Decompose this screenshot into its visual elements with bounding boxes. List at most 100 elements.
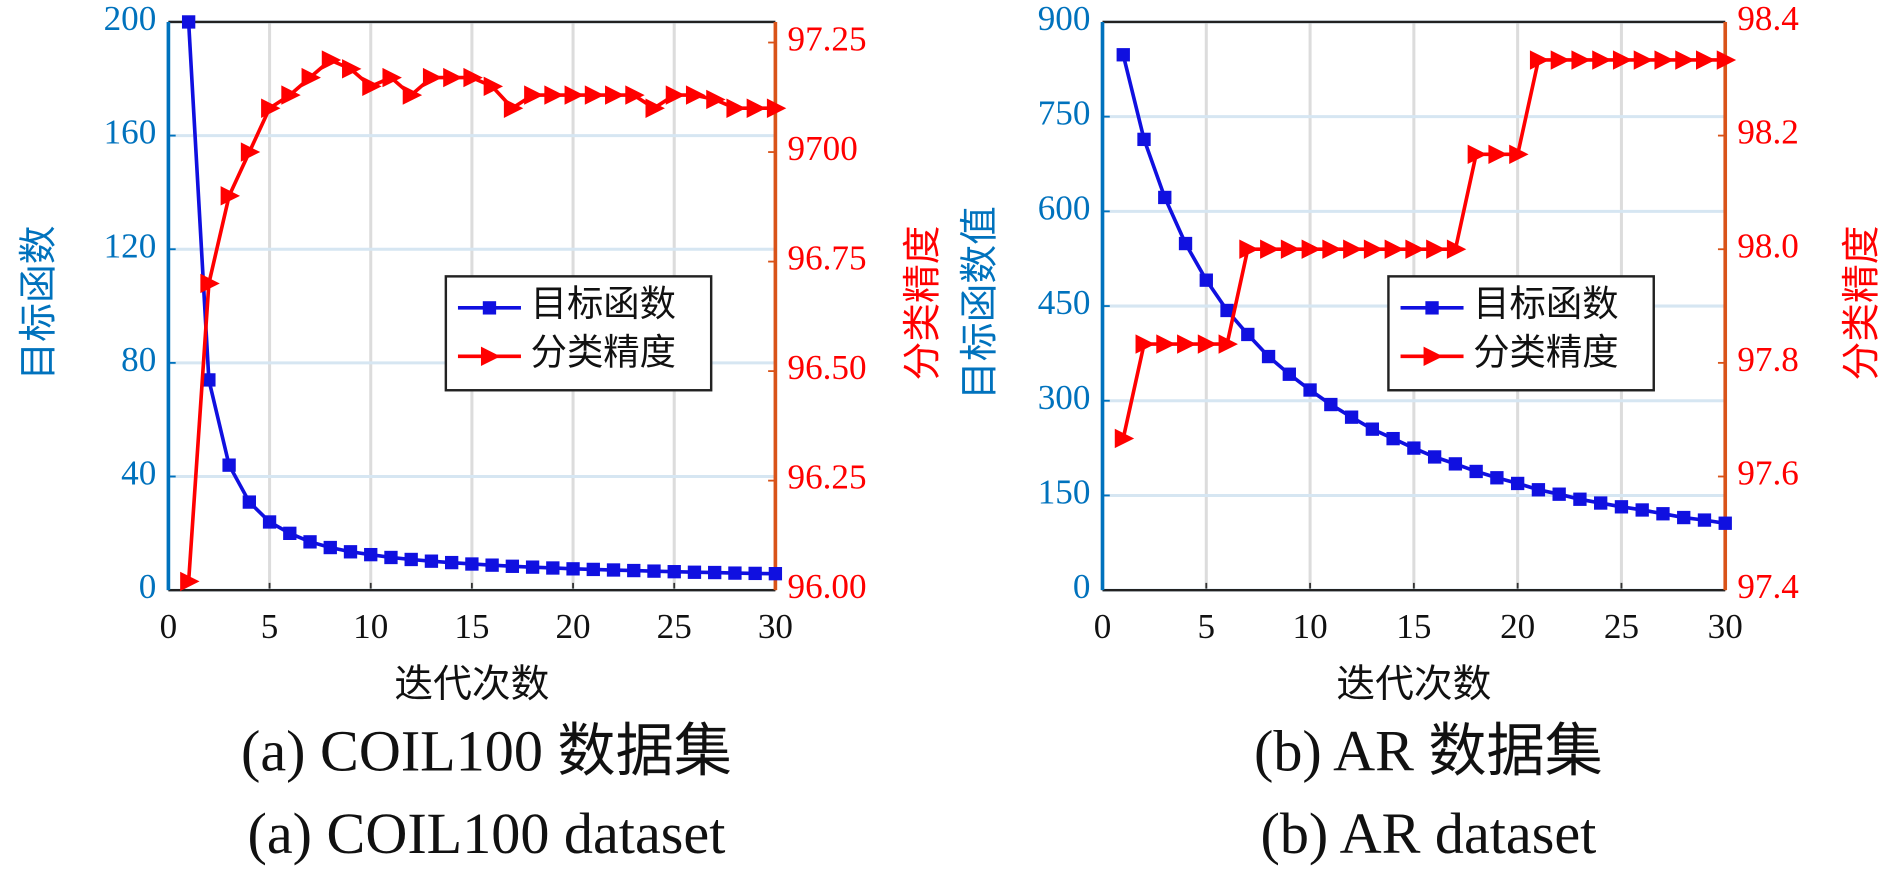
- marker: [726, 98, 746, 118]
- marker: [1446, 239, 1467, 259]
- legend-label: 分类精度: [531, 333, 676, 373]
- marker: [685, 85, 706, 105]
- y-tick-label: 200: [104, 0, 157, 38]
- marker: [1384, 239, 1405, 259]
- y2-axis-label: 分类精度: [902, 226, 945, 381]
- marker: [524, 85, 544, 105]
- y2-tick-label: 98.2: [1737, 113, 1798, 152]
- x-tick-label: 0: [160, 607, 178, 646]
- marker: [480, 346, 501, 367]
- marker: [1490, 471, 1504, 485]
- marker: [1303, 383, 1317, 397]
- marker: [1239, 239, 1259, 259]
- y-tick-label: 300: [1038, 378, 1091, 417]
- marker: [1260, 239, 1280, 259]
- marker: [1571, 50, 1591, 70]
- marker: [1614, 500, 1629, 514]
- marker: [748, 566, 762, 581]
- x-axis-label: 迭代次数: [394, 663, 549, 706]
- marker: [382, 67, 402, 88]
- marker: [1386, 431, 1400, 446]
- marker: [303, 535, 317, 549]
- marker: [463, 67, 483, 88]
- chart: 0 5 10 15 20 25 30 0 40 80 120 160 200 96.00 96.25 96.5…: [17, 0, 944, 866]
- x-tick-label: 30: [758, 607, 793, 646]
- marker: [1594, 496, 1608, 510]
- marker: [1510, 476, 1525, 491]
- marker: [301, 67, 321, 88]
- marker: [586, 562, 600, 577]
- marker: [482, 301, 497, 315]
- marker: [627, 563, 641, 578]
- marker: [1426, 239, 1446, 259]
- marker: [1282, 367, 1296, 381]
- marker: [1716, 50, 1737, 70]
- y-tick-label: 450: [1038, 283, 1091, 322]
- legend-box: [1387, 275, 1655, 392]
- marker: [1529, 50, 1550, 70]
- marker: [1718, 516, 1732, 530]
- marker: [240, 142, 261, 162]
- marker: [1612, 50, 1633, 70]
- marker: [1199, 273, 1213, 287]
- marker: [181, 15, 196, 29]
- marker: [1695, 50, 1716, 70]
- marker: [1531, 483, 1546, 497]
- marker: [505, 559, 520, 573]
- legend-label: 分类精度: [1473, 333, 1618, 373]
- marker: [202, 373, 216, 387]
- marker: [1675, 50, 1695, 70]
- y-axis-label: 目标函数值: [959, 206, 1002, 400]
- marker: [1363, 239, 1384, 259]
- y-tick-label: 0: [1073, 567, 1091, 606]
- legend-label: 目标函数: [1473, 284, 1618, 324]
- marker: [1177, 334, 1197, 354]
- marker: [1573, 492, 1587, 506]
- marker: [342, 59, 362, 79]
- y2-tick-label: 9700: [788, 129, 858, 168]
- marker: [525, 560, 540, 574]
- marker: [1697, 513, 1712, 527]
- y-tick-label: 600: [1038, 188, 1091, 227]
- marker: [1423, 346, 1443, 367]
- y-tick-label: 40: [121, 454, 156, 493]
- marker: [766, 98, 787, 118]
- marker: [1324, 397, 1338, 412]
- marker: [180, 571, 200, 592]
- y2-tick-label: 97.25: [788, 20, 867, 59]
- y-tick-label: 900: [1038, 0, 1091, 38]
- marker: [384, 550, 398, 565]
- marker: [1425, 301, 1439, 315]
- marker: [1135, 334, 1155, 354]
- marker: [220, 186, 241, 206]
- marker: [564, 85, 584, 105]
- x-tick-label: 15: [1396, 607, 1431, 646]
- marker: [1197, 334, 1218, 354]
- marker: [1280, 239, 1301, 259]
- y2-tick-label: 97.6: [1737, 454, 1798, 493]
- marker: [364, 547, 378, 562]
- marker: [343, 545, 358, 559]
- marker: [1156, 334, 1176, 354]
- marker: [1137, 132, 1151, 147]
- marker: [1365, 422, 1380, 436]
- y2-tick-label: 96.50: [788, 348, 867, 387]
- marker: [728, 566, 742, 580]
- marker: [402, 85, 423, 105]
- x-tick-label: 0: [1094, 607, 1112, 646]
- y2-tick-label: 97.4: [1737, 567, 1799, 606]
- y-tick-label: 150: [1038, 473, 1091, 512]
- marker: [1116, 48, 1130, 62]
- marker: [667, 565, 681, 579]
- y-tick-label: 750: [1038, 94, 1091, 133]
- marker: [1301, 239, 1321, 259]
- marker: [1469, 464, 1483, 479]
- marker: [443, 67, 463, 88]
- marker: [1467, 144, 1488, 165]
- marker: [1407, 441, 1421, 455]
- marker: [687, 565, 702, 579]
- marker: [1322, 239, 1342, 259]
- marker: [1677, 510, 1691, 525]
- marker: [665, 85, 686, 105]
- caption: (a) COIL100 数据集: [241, 719, 732, 784]
